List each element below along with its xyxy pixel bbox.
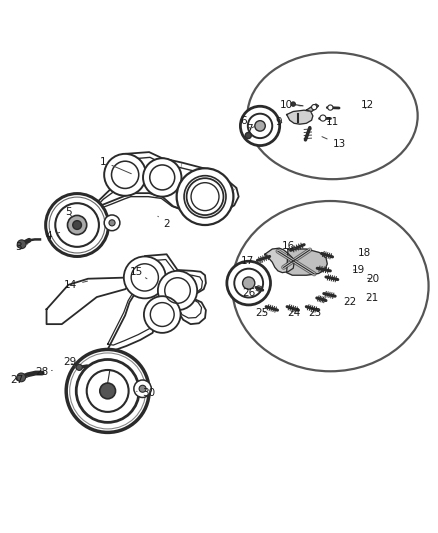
Text: 3: 3 — [15, 243, 28, 252]
Text: 27: 27 — [11, 375, 28, 385]
Circle shape — [124, 256, 166, 298]
Text: 1: 1 — [100, 157, 131, 174]
Circle shape — [76, 364, 82, 370]
Text: 2: 2 — [158, 216, 170, 229]
Circle shape — [158, 271, 197, 310]
Circle shape — [311, 104, 317, 110]
Circle shape — [46, 193, 109, 256]
Ellipse shape — [247, 53, 418, 179]
Circle shape — [17, 373, 25, 382]
Circle shape — [66, 350, 149, 432]
Polygon shape — [46, 277, 136, 324]
Text: 9: 9 — [276, 117, 282, 126]
Circle shape — [328, 105, 333, 110]
Ellipse shape — [232, 201, 428, 372]
Text: 19: 19 — [352, 264, 365, 274]
Circle shape — [177, 168, 233, 225]
Circle shape — [17, 240, 26, 248]
Text: 29: 29 — [63, 357, 76, 367]
Circle shape — [104, 215, 120, 231]
Text: 6: 6 — [240, 116, 251, 129]
Text: 11: 11 — [326, 117, 339, 126]
Text: 4: 4 — [46, 230, 60, 240]
Polygon shape — [265, 248, 294, 272]
Circle shape — [100, 383, 116, 399]
Text: 13: 13 — [322, 136, 346, 149]
Text: 22: 22 — [343, 297, 357, 308]
Circle shape — [73, 221, 81, 229]
Text: 12: 12 — [361, 100, 374, 110]
Circle shape — [245, 133, 251, 139]
Circle shape — [67, 215, 87, 235]
Polygon shape — [287, 110, 313, 124]
Circle shape — [139, 385, 146, 392]
Circle shape — [134, 380, 151, 398]
Circle shape — [255, 120, 265, 131]
Circle shape — [109, 220, 115, 226]
Circle shape — [291, 102, 295, 106]
Circle shape — [87, 370, 129, 412]
Circle shape — [320, 115, 326, 121]
Circle shape — [191, 183, 219, 211]
Circle shape — [227, 261, 271, 305]
Text: 26: 26 — [242, 288, 255, 298]
Text: 14: 14 — [64, 280, 88, 290]
Circle shape — [144, 296, 180, 333]
Text: 10: 10 — [280, 100, 301, 110]
Circle shape — [104, 154, 146, 196]
Polygon shape — [306, 104, 318, 111]
Text: 16: 16 — [282, 240, 296, 251]
Text: 24: 24 — [287, 308, 301, 318]
Circle shape — [240, 106, 280, 146]
Text: 5: 5 — [65, 207, 72, 217]
Text: 20: 20 — [366, 274, 379, 284]
Text: 15: 15 — [129, 266, 147, 279]
Text: 23: 23 — [308, 308, 321, 318]
Text: 18: 18 — [357, 248, 371, 259]
Text: 28: 28 — [35, 367, 52, 377]
Text: 30: 30 — [137, 388, 155, 398]
Text: 17: 17 — [241, 256, 263, 266]
Circle shape — [55, 203, 99, 247]
Circle shape — [243, 277, 255, 289]
Text: 25: 25 — [255, 308, 268, 318]
Text: 21: 21 — [365, 293, 378, 303]
Circle shape — [143, 158, 181, 197]
Text: 7: 7 — [246, 124, 254, 134]
Polygon shape — [287, 249, 327, 275]
